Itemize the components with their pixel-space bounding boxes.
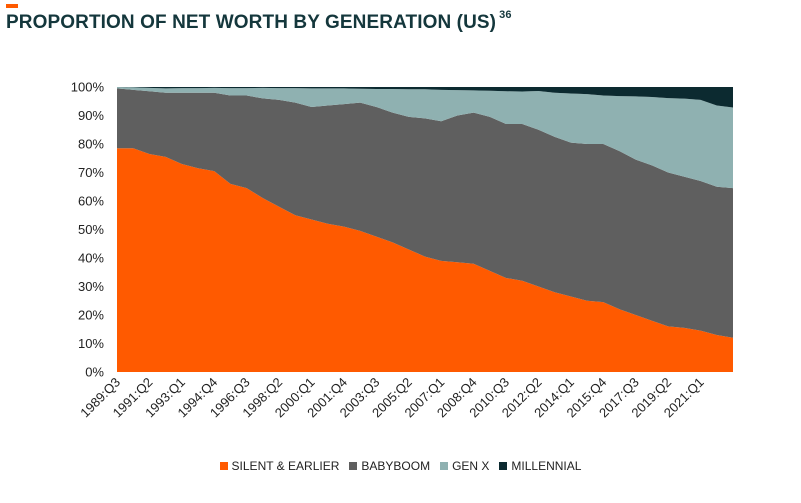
legend-item: GEN X xyxy=(440,459,489,473)
legend-swatch xyxy=(349,462,358,470)
y-tick-label: 20% xyxy=(78,308,104,323)
title-accent-bar xyxy=(6,4,18,8)
title-footnote: 36 xyxy=(499,9,512,21)
y-tick-label: 70% xyxy=(78,165,104,180)
legend-swatch xyxy=(499,462,508,470)
area-series-millennial xyxy=(117,87,733,108)
x-axis: 1989:Q31991:Q21993:Q11994:Q41996:Q31998:… xyxy=(77,375,706,421)
legend-item: BABYBOOM xyxy=(349,459,430,473)
y-tick-label: 80% xyxy=(78,137,104,152)
legend: SILENT & EARLIER BABYBOOM GEN X MILLENNIAL xyxy=(0,459,801,473)
y-tick-label: 40% xyxy=(78,251,104,266)
area-series-silent-earlier xyxy=(117,148,733,372)
y-tick-label: 90% xyxy=(78,108,104,123)
legend-item: MILLENNIAL xyxy=(499,459,581,473)
legend-swatch xyxy=(219,462,228,470)
legend-label: MILLENNIAL xyxy=(511,459,582,473)
legend-item: SILENT & EARLIER xyxy=(219,459,340,473)
area-series-gen-x xyxy=(117,87,733,189)
y-tick-label: 100% xyxy=(71,80,105,95)
area-series-group xyxy=(117,87,733,372)
y-tick-label: 10% xyxy=(78,336,104,351)
legend-label: GEN X xyxy=(452,459,490,473)
y-axis: 0% 10% 20% 30% 40% 50% 60% 70% 80% 90% 100% xyxy=(71,80,105,380)
legend-label: SILENT & EARLIER xyxy=(231,459,340,473)
legend-label: BABYBOOM xyxy=(361,459,431,473)
legend-swatch xyxy=(440,462,449,470)
y-tick-label: 30% xyxy=(78,279,104,294)
chart-title: PROPORTION OF NET WORTH BY GENERATION (U… xyxy=(6,9,512,33)
y-tick-label: 50% xyxy=(78,222,104,237)
y-tick-label: 60% xyxy=(78,194,104,209)
area-series-babyboom xyxy=(117,88,733,338)
y-tick-label: 0% xyxy=(85,365,104,380)
